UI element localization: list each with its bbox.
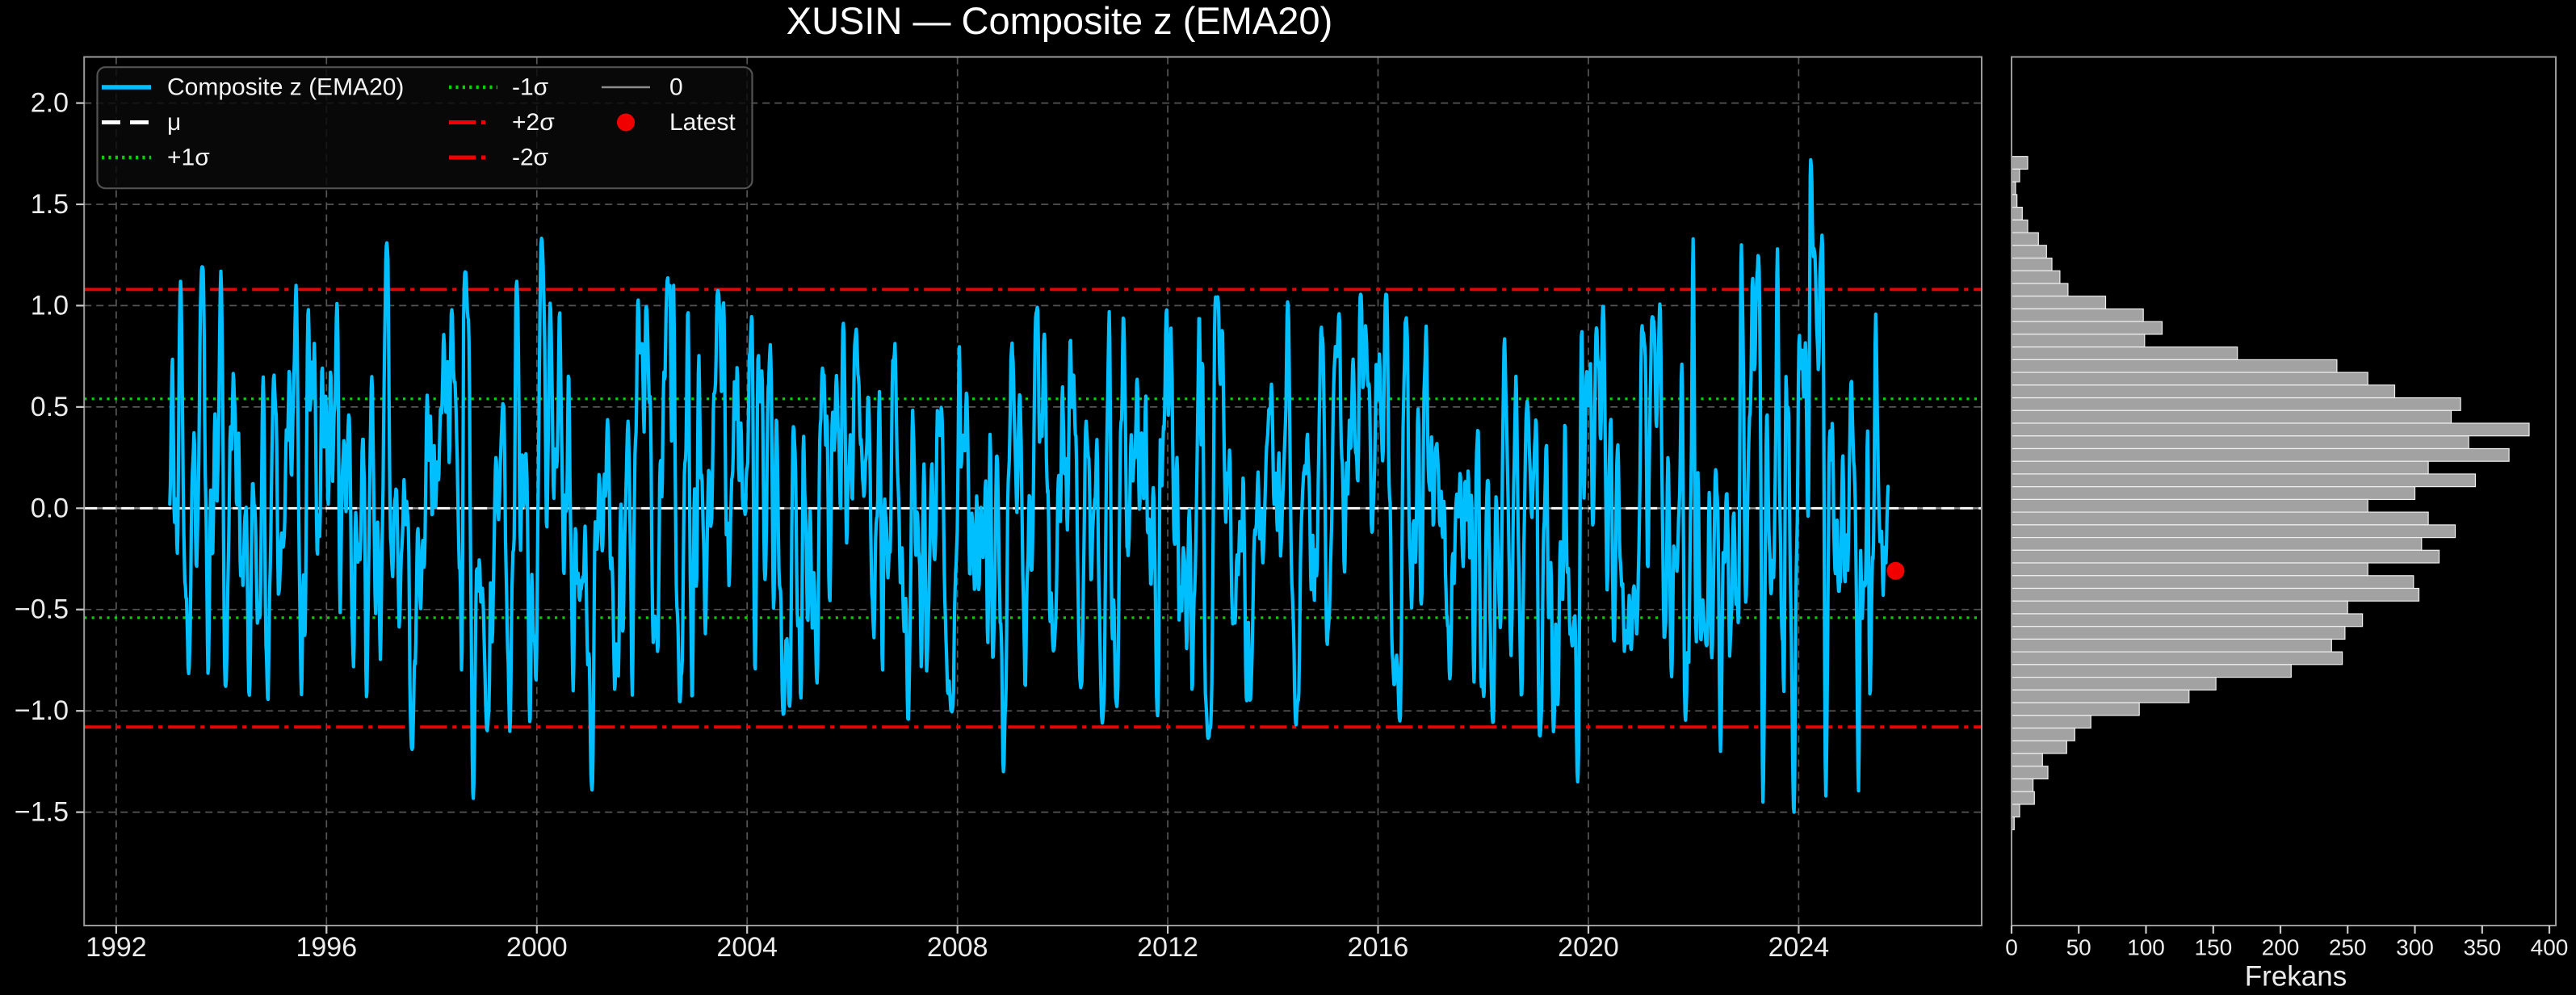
svg-text:2020: 2020 xyxy=(1558,932,1619,963)
svg-text:−0.5: −0.5 xyxy=(15,594,69,625)
svg-text:−1.0: −1.0 xyxy=(15,695,69,726)
svg-text:2016: 2016 xyxy=(1348,932,1409,963)
svg-text:100: 100 xyxy=(2127,935,2165,960)
svg-text:150: 150 xyxy=(2194,935,2232,960)
svg-text:300: 300 xyxy=(2396,935,2434,960)
svg-text:2008: 2008 xyxy=(927,932,988,963)
svg-text:μ: μ xyxy=(167,109,181,136)
svg-text:2012: 2012 xyxy=(1137,932,1198,963)
svg-text:2.0: 2.0 xyxy=(31,88,69,119)
svg-text:Latest: Latest xyxy=(669,109,736,136)
svg-text:-2σ: -2σ xyxy=(512,145,549,171)
svg-text:1996: 1996 xyxy=(296,932,357,963)
svg-text:400: 400 xyxy=(2531,935,2569,960)
svg-text:350: 350 xyxy=(2463,935,2501,960)
svg-text:+2σ: +2σ xyxy=(512,109,555,136)
svg-text:0: 0 xyxy=(2005,935,2018,960)
svg-text:200: 200 xyxy=(2262,935,2300,960)
svg-text:0: 0 xyxy=(669,74,683,101)
svg-text:1.0: 1.0 xyxy=(31,290,69,321)
svg-text:250: 250 xyxy=(2329,935,2367,960)
svg-text:+1σ: +1σ xyxy=(167,145,210,171)
svg-text:2004: 2004 xyxy=(716,932,778,963)
svg-text:2024: 2024 xyxy=(1768,932,1830,963)
svg-text:−1.5: −1.5 xyxy=(15,797,69,828)
svg-text:50: 50 xyxy=(2066,935,2091,960)
svg-text:-1σ: -1σ xyxy=(512,74,549,101)
svg-text:1992: 1992 xyxy=(86,932,147,963)
svg-text:Frekans: Frekans xyxy=(2245,961,2347,993)
svg-text:Composite z (EMA20): Composite z (EMA20) xyxy=(167,74,404,101)
svg-text:0.0: 0.0 xyxy=(31,493,69,523)
svg-text:1.5: 1.5 xyxy=(31,189,69,220)
svg-text:XUSIN — Composite z (EMA20): XUSIN — Composite z (EMA20) xyxy=(787,0,1332,42)
svg-text:0.5: 0.5 xyxy=(31,392,69,422)
svg-text:2000: 2000 xyxy=(506,932,568,963)
